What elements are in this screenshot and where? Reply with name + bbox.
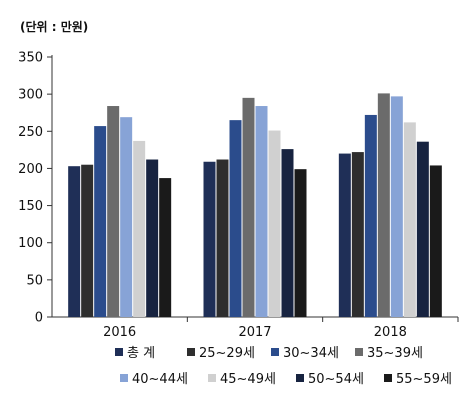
bar: [216, 159, 229, 317]
y-tick-label: 250: [18, 125, 43, 140]
bar: [390, 96, 403, 317]
bar: [94, 126, 107, 317]
bar: [68, 166, 81, 317]
x-category-label: 2018: [374, 325, 407, 340]
bar: [429, 165, 442, 317]
bar: [107, 106, 120, 318]
legend-swatch: [208, 374, 216, 382]
legend-label: 50~54세: [308, 372, 364, 387]
y-tick-label: 0: [35, 311, 43, 326]
legend-label: 총 계: [127, 346, 155, 361]
bar: [416, 141, 429, 317]
legend-swatch: [271, 348, 279, 356]
legend-label: 25~29세: [199, 346, 255, 361]
legend-swatch: [187, 348, 195, 356]
legend-label: 35~39세: [367, 346, 423, 361]
bar: [146, 159, 159, 317]
legend-label: 40~44세: [132, 372, 188, 387]
bar: [159, 178, 172, 317]
bar: [268, 130, 281, 317]
bar: [203, 161, 216, 317]
y-tick-label: 350: [18, 51, 43, 66]
legend-swatch: [296, 374, 304, 382]
y-tick-label: 200: [18, 162, 43, 177]
bar: [133, 140, 146, 317]
bar: [255, 106, 268, 318]
bar: [281, 149, 294, 317]
bar: [338, 153, 351, 317]
legend-swatch: [120, 374, 128, 382]
bar: [81, 164, 94, 317]
y-tick-label: 150: [18, 199, 43, 214]
legend-label: 55~59세: [396, 372, 452, 387]
bar: [120, 117, 133, 318]
bar: [229, 120, 242, 318]
x-category-label: 2016: [103, 325, 136, 340]
bar: [294, 169, 307, 317]
unit-label: (단위 : 만원): [20, 20, 89, 34]
y-tick-label: 100: [18, 236, 43, 251]
bar: [364, 114, 377, 317]
legend-label: 45~49세: [220, 372, 276, 387]
y-tick-label: 50: [26, 273, 43, 288]
legend-label: 30~34세: [283, 346, 339, 361]
legend-swatch: [355, 348, 363, 356]
bar: [351, 152, 364, 317]
legend-swatch: [115, 348, 123, 356]
bar: [403, 122, 416, 317]
bar: [242, 97, 255, 317]
legend-swatch: [384, 374, 392, 382]
x-category-label: 2017: [238, 325, 271, 340]
y-tick-label: 300: [18, 88, 43, 103]
bar: [377, 93, 390, 318]
